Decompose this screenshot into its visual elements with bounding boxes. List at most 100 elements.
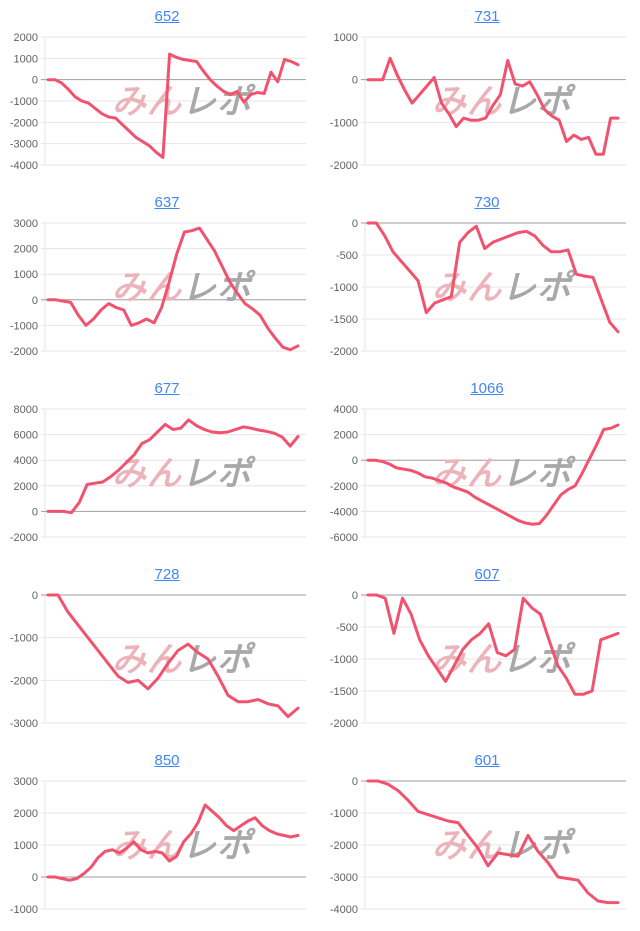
chart-title-link[interactable]: 1066 [470, 380, 504, 397]
y-tick-label: -4000 [330, 506, 358, 518]
series-line [366, 593, 620, 696]
series-line [46, 52, 300, 159]
minrepo-watermark: みんレポ [430, 826, 580, 864]
minrepo-watermark: みんレポ [430, 82, 580, 120]
line-chart: -2000 -1000 0 1000 みんレポ [320, 28, 640, 186]
series-line [46, 593, 300, 719]
y-tick-label: 4000 [14, 455, 38, 467]
chart-title-row: 637 [0, 192, 320, 214]
watermark-pink-text: みん [430, 455, 509, 492]
y-tick-label: 0 [352, 590, 358, 602]
chart-svg: -1000 0 1000 2000 3000 みんレポ [10, 776, 306, 916]
chart-title-link[interactable]: 731 [474, 8, 500, 25]
watermark-gray-text: レポ [180, 826, 260, 864]
chart-title-link[interactable]: 601 [474, 752, 500, 769]
y-tick-label: -3000 [10, 139, 38, 151]
series-line [46, 418, 300, 515]
chart-title-link[interactable]: 677 [154, 380, 180, 397]
chart-svg: -4000 -3000 -2000 -1000 0 1000 2000 みんレポ [10, 32, 306, 172]
y-tick-label: -1000 [10, 96, 38, 108]
minrepo-watermark: みんレポ [430, 454, 580, 492]
y-tick-label: -3000 [10, 718, 38, 730]
chart-svg: -2000 0 2000 4000 6000 8000 みんレポ [10, 404, 306, 544]
chart-title-link[interactable]: 730 [474, 194, 500, 211]
minrepo-watermark: みんレポ [430, 640, 580, 678]
line-chart: -2000 -1500 -1000 -500 0 みんレポ [320, 214, 640, 372]
y-tick-label: -1500 [330, 686, 358, 698]
minrepo-watermark: みんレポ [110, 82, 260, 120]
y-tick-label: 8000 [14, 404, 38, 416]
chart-title-row: 677 [0, 378, 320, 400]
watermark-pink-text: みん [110, 641, 189, 678]
y-tick-label: -2000 [10, 346, 38, 358]
y-tick-label: -1500 [330, 314, 358, 326]
chart-cell: 731 -2000 -1000 0 1000 みんレポ [320, 0, 640, 186]
y-tick-label: 2000 [334, 430, 358, 442]
chart-cell: 601 -4000 -3000 -2000 -1000 0 みんレポ [320, 744, 640, 930]
series-line [46, 803, 300, 882]
chart-title-row: 1066 [320, 378, 640, 400]
y-tick-label: -1000 [330, 654, 358, 666]
chart-svg: -6000 -4000 -2000 0 2000 4000 みんレポ [330, 404, 626, 544]
y-tick-label: 1000 [334, 32, 358, 44]
watermark-pink-text: みん [110, 827, 189, 864]
series-line [366, 221, 620, 334]
chart-title-row: 731 [320, 6, 640, 28]
watermark-gray-text: レポ [500, 826, 580, 864]
chart-cell: 637 -2000 -1000 0 1000 2000 3000 みんレポ [0, 186, 320, 372]
watermark-gray-text: レポ [180, 454, 260, 492]
y-tick-label: -1000 [10, 320, 38, 332]
y-tick-label: 3000 [14, 776, 38, 788]
series-line [46, 226, 300, 352]
y-tick-label: 1000 [14, 840, 38, 852]
chart-svg: -4000 -3000 -2000 -1000 0 みんレポ [330, 776, 626, 916]
y-tick-label: -2000 [10, 117, 38, 129]
series-line [366, 423, 620, 526]
y-tick-label: -1000 [10, 633, 38, 645]
y-tick-label: 0 [32, 506, 38, 518]
watermark-pink-text: みん [430, 827, 509, 864]
chart-cell: 677 -2000 0 2000 4000 6000 8000 みんレポ [0, 372, 320, 558]
y-tick-label: 0 [32, 75, 38, 87]
minrepo-watermark: みんレポ [110, 826, 260, 864]
chart-title-link[interactable]: 728 [154, 566, 180, 583]
y-tick-label: -1000 [330, 117, 358, 129]
chart-title-row: 850 [0, 750, 320, 772]
line-chart: -4000 -3000 -2000 -1000 0 1000 2000 みんレポ [0, 28, 320, 186]
minrepo-watermark: みんレポ [110, 640, 260, 678]
chart-svg: -3000 -2000 -1000 0 みんレポ [10, 590, 306, 730]
y-tick-label: -2000 [330, 160, 358, 172]
y-tick-label: 2000 [14, 32, 38, 44]
chart-title-link[interactable]: 607 [474, 566, 500, 583]
y-tick-label: 0 [32, 590, 38, 602]
y-tick-label: -2000 [10, 675, 38, 687]
watermark-gray-text: レポ [500, 454, 580, 492]
line-chart: -6000 -4000 -2000 0 2000 4000 みんレポ [320, 400, 640, 558]
watermark-gray-text: レポ [500, 268, 580, 306]
y-tick-label: 0 [352, 75, 358, 87]
watermark-gray-text: レポ [180, 268, 260, 306]
y-tick-label: 2000 [14, 481, 38, 493]
line-chart: -4000 -3000 -2000 -1000 0 みんレポ [320, 772, 640, 930]
watermark-pink-text: みん [110, 455, 189, 492]
line-chart: -1000 0 1000 2000 3000 みんレポ [0, 772, 320, 930]
chart-title-link[interactable]: 850 [154, 752, 180, 769]
y-tick-label: 2000 [14, 808, 38, 820]
chart-svg: -2000 -1000 0 1000 2000 3000 みんレポ [10, 218, 306, 358]
y-tick-label: -2000 [10, 532, 38, 544]
minrepo-watermark: みんレポ [110, 268, 260, 306]
y-tick-label: 0 [352, 776, 358, 788]
y-tick-label: 6000 [14, 430, 38, 442]
chart-title-link[interactable]: 652 [154, 8, 180, 25]
y-tick-label: 3000 [14, 218, 38, 230]
line-chart: -2000 0 2000 4000 6000 8000 みんレポ [0, 400, 320, 558]
chart-cell: 1066 -6000 -4000 -2000 0 2000 4000 みんレポ [320, 372, 640, 558]
chart-cell: 728 -3000 -2000 -1000 0 みんレポ [0, 558, 320, 744]
chart-title-row: 730 [320, 192, 640, 214]
y-tick-label: -2000 [330, 840, 358, 852]
chart-svg: -2000 -1500 -1000 -500 0 みんレポ [330, 590, 626, 730]
line-chart: -3000 -2000 -1000 0 みんレポ [0, 586, 320, 744]
chart-title-link[interactable]: 637 [154, 194, 180, 211]
watermark-pink-text: みん [430, 641, 509, 678]
